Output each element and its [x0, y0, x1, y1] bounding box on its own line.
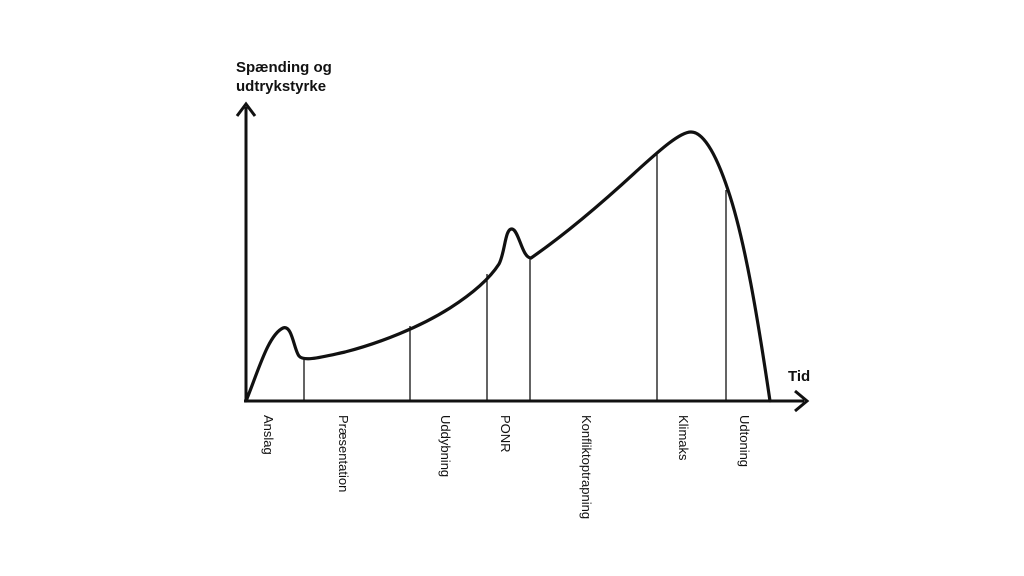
y-axis-title-line2: udtrykstyrke — [236, 78, 327, 95]
phase-label-klimaks: Klimaks — [676, 415, 691, 461]
y-axis-title-line1: Spænding og — [236, 59, 332, 76]
x-axis-title: Tid — [788, 368, 811, 385]
phase-label-anslag: Anslag — [261, 415, 276, 455]
phase-label-udtoning: Udtoning — [737, 415, 752, 468]
y-axis-title: Spænding og udtrykstyrke — [236, 58, 332, 96]
tension-curve — [244, 130, 772, 403]
y-axis-arrow — [235, 101, 257, 117]
phase-label-konfliktoptrapning: Konfliktoptrapning — [579, 415, 594, 520]
phase-label-uddybning: Uddybning — [438, 415, 453, 478]
x-axis-arrow — [794, 389, 810, 413]
phase-label-ponr: PONR — [498, 415, 513, 453]
phase-label-praesentation: Præsentation — [336, 415, 351, 493]
